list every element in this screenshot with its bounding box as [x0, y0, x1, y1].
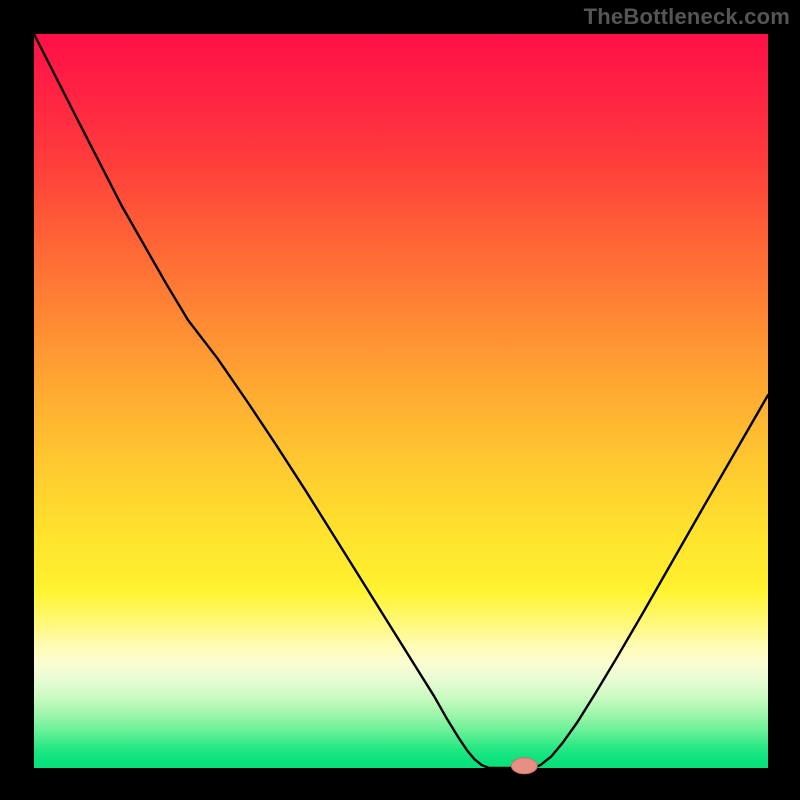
plot-area: [34, 34, 768, 768]
chart-container: TheBottleneck.com: [0, 0, 800, 800]
watermark-text: TheBottleneck.com: [584, 4, 790, 30]
bottleneck-chart: [0, 0, 800, 800]
optimal-point-marker: [511, 758, 537, 774]
